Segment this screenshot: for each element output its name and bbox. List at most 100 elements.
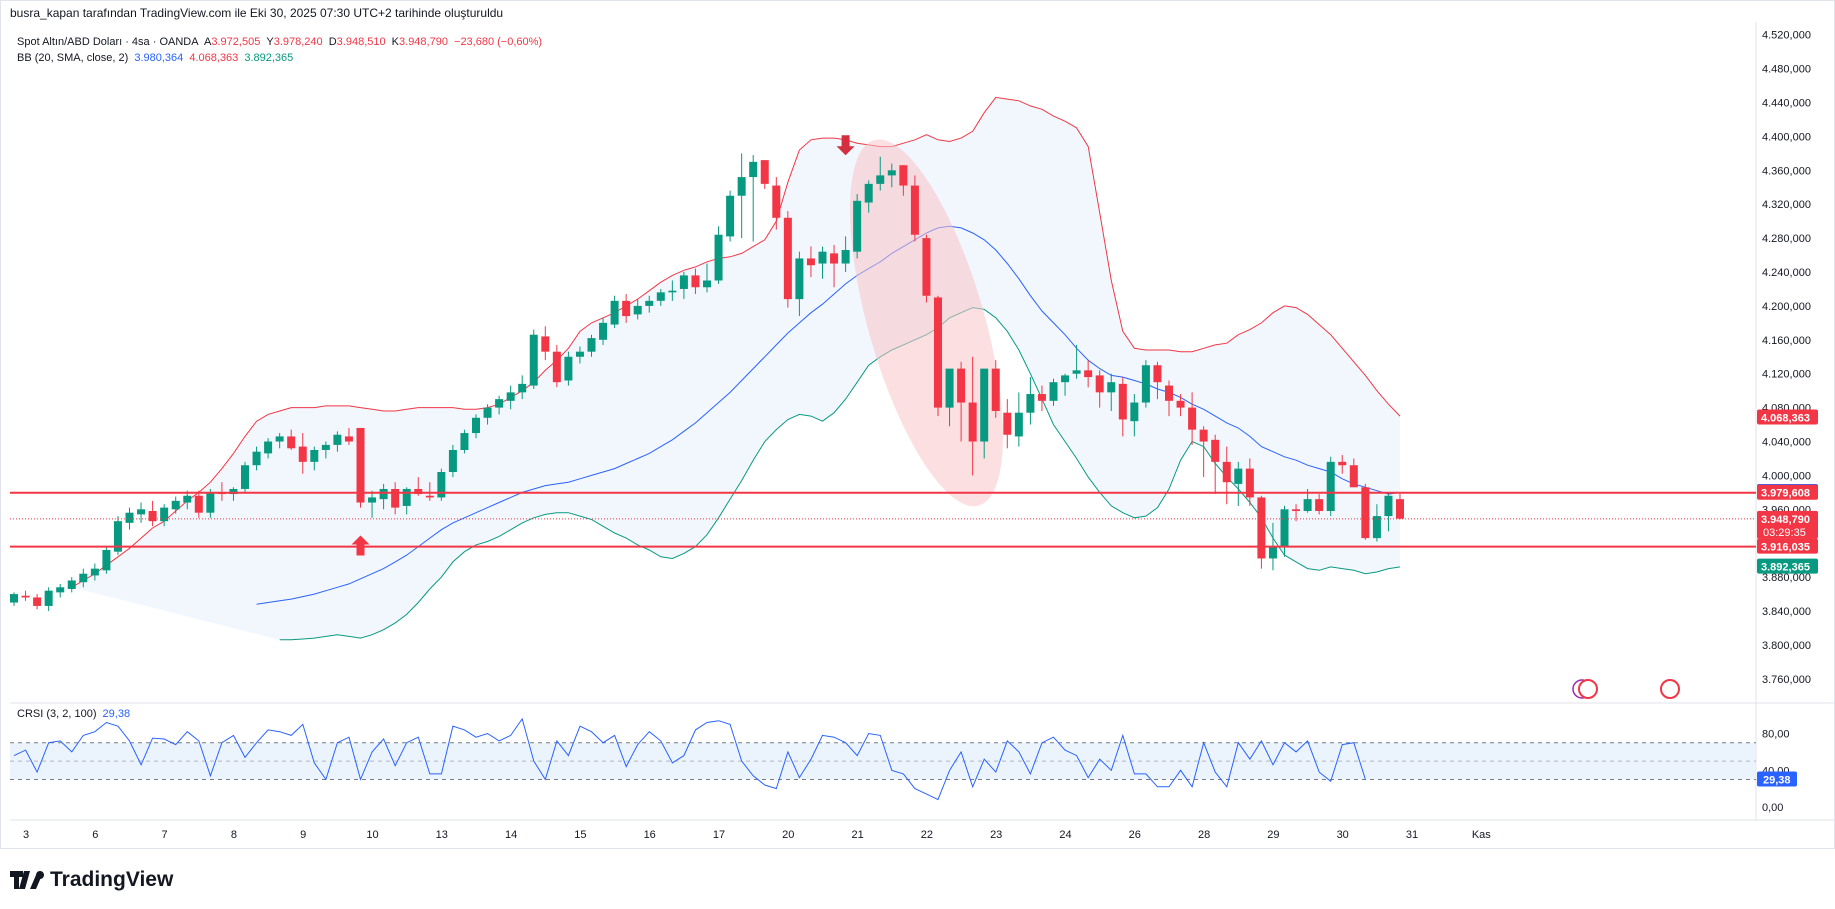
crsi-value-tag	[1757, 771, 1797, 787]
brand-logo[interactable]: TradingView	[10, 868, 173, 892]
candle-up	[818, 251, 827, 264]
candle-up	[137, 509, 146, 515]
candle-up	[125, 512, 134, 523]
candle-up	[113, 521, 122, 552]
candle-up	[321, 444, 330, 450]
close-value: 3.948,790	[399, 36, 448, 48]
candle-up	[252, 451, 261, 466]
us-flag-icon[interactable]	[1578, 679, 1598, 699]
price-tick-label: 4.400,000	[1762, 131, 1811, 143]
low-label: D	[328, 36, 337, 48]
time-tick-label: 14	[505, 829, 517, 841]
candle-down	[298, 446, 307, 462]
candle-up	[264, 441, 273, 454]
candle-up	[1303, 499, 1312, 512]
candle-up	[645, 300, 654, 306]
price-tick-label: 3.760,000	[1762, 674, 1811, 686]
candle-down	[1095, 375, 1104, 393]
bb-indicator-label[interactable]: BB (20, SMA, close, 2)	[17, 52, 129, 64]
candle-up	[79, 573, 88, 583]
time-tick-label: 10	[366, 829, 378, 841]
price-tick-label: 3.880,000	[1762, 572, 1811, 584]
candle-up	[795, 258, 804, 300]
candle-down	[1349, 465, 1358, 488]
candle-up	[853, 200, 862, 252]
candle-up	[679, 275, 688, 289]
symbol-name[interactable]: Spot Altın/ABD Doları · 4sa · OANDA	[17, 36, 198, 48]
time-tick-label: 9	[300, 829, 306, 841]
crsi-line	[13, 717, 1366, 801]
price-tick-label: 4.240,000	[1762, 267, 1811, 279]
price-axis[interactable]: 3.760,0003.800,0003.840,0003.880,0003.92…	[1762, 30, 1811, 686]
time-axis[interactable]: 3 6 7 8 9 10 13 14 15 16 17 20 21 22 23 24 26 28 29 30 31 Kas	[23, 829, 1491, 841]
chart-legend: Spot Altın/ABD Doları · 4sa · OANDA A3.9…	[17, 34, 542, 66]
time-tick-label: 8	[231, 829, 237, 841]
price-tick-label: 4.280,000	[1762, 233, 1811, 245]
candle-down	[1315, 499, 1324, 512]
candle-up	[1268, 546, 1277, 559]
price-tick-label: 4.120,000	[1762, 369, 1811, 381]
candle-down	[910, 185, 919, 235]
candle-down	[1003, 412, 1012, 435]
change-value: −23,680 (−0,60%)	[454, 36, 543, 48]
bb-fill	[71, 97, 1400, 640]
candle-down	[899, 165, 908, 186]
crsi-value: 29,38	[102, 708, 131, 720]
candle-down	[287, 436, 296, 449]
time-tick-label: 6	[92, 829, 98, 841]
candle-up	[529, 334, 538, 386]
candle-down	[1199, 429, 1208, 442]
bb-basis-value: 3.980,364	[134, 52, 184, 64]
candle-up	[564, 356, 573, 381]
pattern-ellipse-shape	[849, 139, 1003, 507]
candle-up	[402, 488, 411, 506]
crsi-tick-label: 80,00	[1762, 729, 1790, 741]
time-tick-label: 21	[851, 829, 863, 841]
high-label: Y	[266, 36, 274, 48]
crsi-legend: CRSI (3, 2, 100) 29,38	[17, 708, 130, 720]
price-tag-label: 3.892,365	[1761, 562, 1810, 574]
candle-up	[1280, 509, 1289, 547]
candle-up	[448, 449, 457, 473]
tradingview-logo-icon	[10, 871, 44, 889]
crsi-indicator-label[interactable]: CRSI (3, 2, 100)	[17, 708, 97, 720]
price-tag	[1757, 409, 1818, 425]
candle-up	[1014, 412, 1023, 437]
price-tag	[1757, 510, 1818, 539]
candle-down	[344, 436, 353, 442]
candle-down	[194, 495, 203, 513]
price-tick-label: 4.160,000	[1762, 335, 1811, 347]
high-value: 3.978,240	[273, 36, 323, 48]
candle-up	[160, 507, 169, 522]
candle-up	[1141, 365, 1150, 403]
candle-up	[1372, 516, 1381, 539]
price-tag	[1757, 538, 1818, 554]
candle-up	[1072, 370, 1081, 374]
candle-down	[1211, 439, 1220, 462]
candle-up	[1384, 495, 1393, 517]
time-tick-label: 7	[162, 829, 168, 841]
time-tick-label: 30	[1337, 829, 1349, 841]
ohlc-row: Spot Altın/ABD Doları · 4sa · OANDA A3.9…	[17, 34, 542, 50]
candle-down	[552, 351, 561, 383]
candle-down	[1188, 407, 1197, 430]
candle-up	[44, 590, 53, 606]
time-tick-label: Kas	[1472, 829, 1491, 841]
time-tick-label: 16	[644, 829, 656, 841]
time-tick-label: 29	[1267, 829, 1279, 841]
candle-down	[391, 488, 400, 508]
candle-up	[206, 492, 215, 513]
candle-down	[991, 368, 1000, 412]
candle-down	[922, 238, 931, 296]
candle-down	[1338, 461, 1347, 466]
candle-up	[1049, 382, 1058, 401]
price-tick-label: 4.320,000	[1762, 199, 1811, 211]
time-tick-label: 28	[1198, 829, 1210, 841]
candle-up	[864, 183, 873, 203]
candles	[10, 153, 1404, 612]
candle-up	[333, 434, 342, 445]
price-tick-label: 4.360,000	[1762, 165, 1811, 177]
us-flag-icon[interactable]	[1660, 679, 1680, 699]
candle-up	[229, 488, 238, 495]
